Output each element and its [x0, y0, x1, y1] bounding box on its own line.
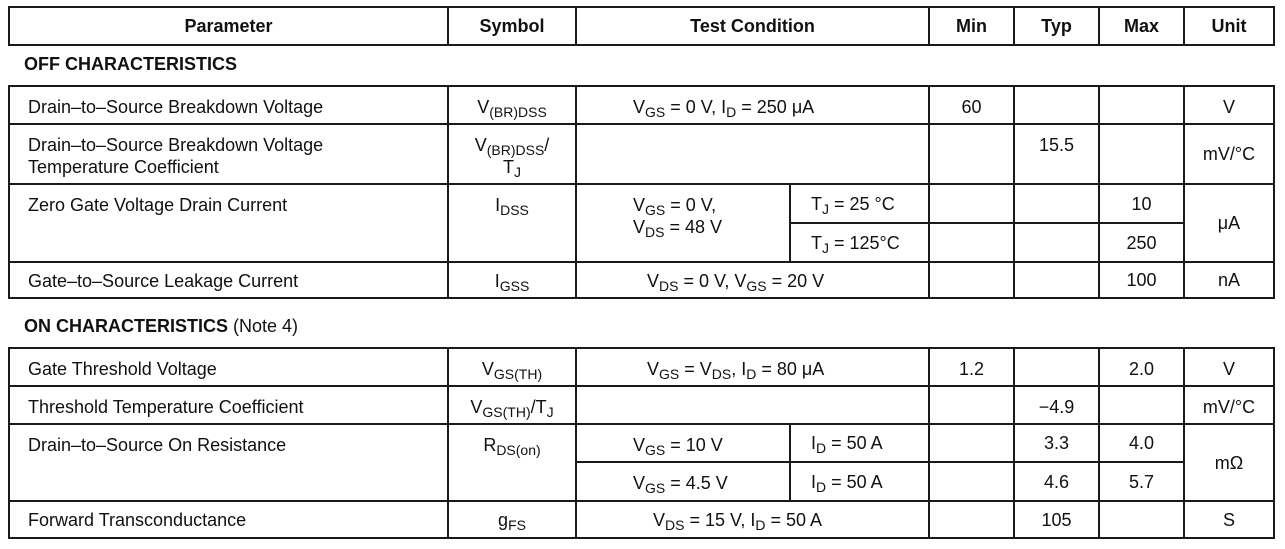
symbol-cell: VGS(TH) — [447, 347, 577, 387]
typ-cell: 105 — [1013, 500, 1100, 539]
test-condition-cell: VDS = 15 V, ID = 50 A — [575, 500, 930, 539]
header-max: Max — [1098, 6, 1185, 46]
unit-cell: nA — [1183, 261, 1275, 299]
header-test-condition: Test Condition — [575, 6, 930, 46]
test-condition-cell — [575, 385, 930, 425]
param-cell: Zero Gate Voltage Drain Current — [8, 183, 449, 263]
tj-condition-cell: TJ = 25 °C — [789, 183, 930, 224]
section-on-note: (Note 4) — [228, 316, 299, 336]
table-row: TJ = 125°C 250 — [9, 222, 1274, 263]
id-condition-cell: ID = 50 A — [789, 423, 930, 463]
min-cell — [928, 461, 1015, 502]
unit-cell: S — [1183, 500, 1275, 539]
min-cell: 1.2 — [928, 347, 1015, 387]
section-off-title: OFF CHARACTERISTICS — [24, 54, 237, 74]
typ-cell — [1013, 347, 1100, 387]
min-cell — [928, 385, 1015, 425]
table-row: Drain–to–Source Breakdown Voltage Tempera… — [8, 123, 1275, 185]
symbol-cell: IGSS — [447, 261, 577, 299]
typ-cell: 4.6 — [1013, 461, 1100, 502]
param-cell: Drain–to–Source On Resistance — [8, 423, 449, 502]
header-table: Parameter Symbol Test Condition Min Typ … — [8, 6, 1275, 46]
symbol-cell: V(BR)DSS — [447, 85, 577, 125]
header-unit: Unit — [1183, 6, 1275, 46]
min-cell: 60 — [928, 85, 1015, 125]
min-cell — [928, 261, 1015, 299]
param-cell: Drain–to–Source Breakdown Voltage Tempera… — [8, 123, 449, 185]
tj-condition-cell: TJ = 125°C — [789, 222, 930, 263]
typ-cell — [1013, 85, 1100, 125]
table-row: Zero Gate Voltage Drain Current IDSS VGS… — [8, 183, 1275, 263]
unit-cell: V — [1183, 85, 1275, 125]
off-characteristics-table: Drain–to–Source Breakdown Voltage V(BR)D… — [8, 85, 1275, 299]
symbol-cell: VGS(TH)/TJ — [447, 385, 577, 425]
typ-cell — [1013, 261, 1100, 299]
table-row: Drain–to–Source Breakdown Voltage V(BR)D… — [8, 85, 1275, 125]
unit-cell: mV/°C — [1183, 123, 1275, 185]
max-cell: 4.0 — [1098, 423, 1185, 463]
test-condition-cell: VDS = 0 V, VGS = 20 V — [575, 261, 930, 299]
typ-cell — [1013, 183, 1100, 224]
unit-cell: mV/°C — [1183, 385, 1275, 425]
on-characteristics-table: Gate Threshold Voltage VGS(TH) VGS = VDS… — [8, 347, 1275, 539]
symbol-cell: V(BR)DSS/TJ — [447, 123, 577, 185]
table-row: Threshold Temperature Coefficient VGS(TH… — [8, 385, 1275, 425]
test-condition-cell: VGS = 0 V, VDS = 48 V — [575, 183, 791, 263]
symbol-cell: RDS(on) — [447, 423, 577, 502]
max-cell — [1098, 85, 1185, 125]
table-row: Gate Threshold Voltage VGS(TH) VGS = VDS… — [8, 347, 1275, 387]
min-cell — [928, 500, 1015, 539]
param-cell: Gate Threshold Voltage — [8, 347, 449, 387]
table-row: Gate–to–Source Leakage Current IGSS VDS … — [8, 261, 1275, 299]
min-cell — [928, 123, 1015, 185]
vgs-condition-cell: VGS = 4.5 V — [575, 461, 791, 502]
max-cell: 2.0 — [1098, 347, 1185, 387]
section-on-title: ON CHARACTERISTICS — [24, 316, 229, 336]
test-condition-cell: VGS = VDS, ID = 80 μA — [575, 347, 930, 387]
unit-cell: μA — [1183, 183, 1275, 263]
max-cell — [1098, 500, 1185, 539]
min-cell — [928, 183, 1015, 224]
header-parameter: Parameter — [8, 6, 449, 46]
test-condition-cell: VGS = 0 V, ID = 250 μA — [575, 85, 930, 125]
param-cell: Forward Transconductance — [8, 500, 449, 539]
section-off-characteristics: OFF CHARACTERISTICS — [24, 53, 237, 75]
id-condition-cell: ID = 50 A — [789, 461, 930, 502]
symbol-cell: IDSS — [447, 183, 577, 263]
min-cell — [928, 423, 1015, 463]
unit-cell: V — [1183, 347, 1275, 387]
typ-cell — [1013, 222, 1100, 263]
max-cell: 5.7 — [1098, 461, 1185, 502]
table-row: Drain–to–Source On Resistance RDS(on) VG… — [8, 423, 1275, 502]
max-cell — [1098, 123, 1185, 185]
header-symbol: Symbol — [447, 6, 577, 46]
max-cell: 10 — [1098, 183, 1185, 224]
header-typ: Typ — [1013, 6, 1100, 46]
typ-cell: −4.9 — [1013, 385, 1100, 425]
max-cell — [1098, 385, 1185, 425]
param-cell: Gate–to–Source Leakage Current — [8, 261, 449, 299]
typ-cell: 15.5 — [1013, 123, 1100, 185]
header-min: Min — [928, 6, 1015, 46]
typ-cell: 3.3 — [1013, 423, 1100, 463]
max-cell: 250 — [1098, 222, 1185, 263]
header-row: Parameter Symbol Test Condition Min Typ … — [8, 6, 1275, 46]
symbol-cell: gFS — [447, 500, 577, 539]
table-row: VGS = 4.5 V ID = 50 A 4.6 5.7 — [9, 461, 1274, 502]
max-cell: 100 — [1098, 261, 1185, 299]
min-cell — [928, 222, 1015, 263]
vgs-condition-cell: VGS = 10 V — [575, 423, 791, 463]
section-on-characteristics: ON CHARACTERISTICS (Note 4) — [24, 315, 298, 337]
param-cell: Drain–to–Source Breakdown Voltage — [8, 85, 449, 125]
param-cell: Threshold Temperature Coefficient — [8, 385, 449, 425]
test-condition-cell — [575, 123, 930, 185]
table-row: Forward Transconductance gFS VDS = 15 V,… — [8, 500, 1275, 539]
unit-cell: mΩ — [1183, 423, 1275, 502]
